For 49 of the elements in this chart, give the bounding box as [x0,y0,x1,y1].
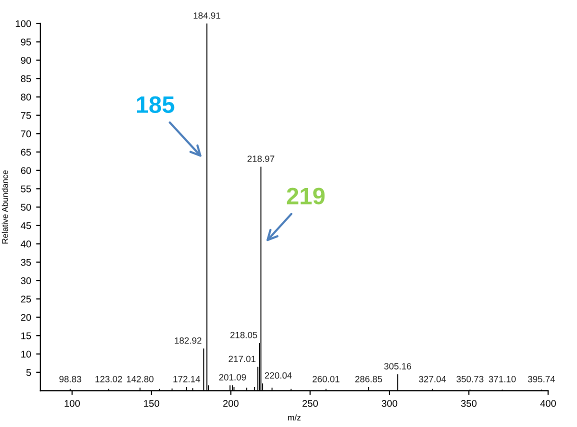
y-tick-label: 45 [20,222,31,230]
y-tick-label: 60 [21,167,31,174]
annotation: 184.91 [194,12,220,19]
annotation: 217.01 [228,356,256,362]
annotation: 260.01 [312,376,340,382]
y-tick-label: 25 [21,296,31,303]
x-tick-label: 100 [64,400,80,407]
y-tick-label: 30 [20,277,31,284]
annotation: 123.02 [96,376,122,382]
x-tick-label: 250 [302,400,318,407]
x-axis-title: m/z [288,414,301,420]
y-tick-label: 40 [20,240,31,248]
y-tick-label: 70 [21,130,31,138]
annotation: 185 [137,96,174,114]
annotation: 350.73 [456,376,484,382]
annotation: 172.14 [173,376,200,382]
x-tick-label: 300 [382,400,398,407]
y-tick-label: 55 [20,186,31,192]
y-tick-label: 50 [20,204,31,211]
x-tick-label: 200 [223,400,239,407]
y-tick-label: 85 [20,75,31,82]
x-tick-label: 400 [540,400,556,407]
annotation: 182.92 [174,337,202,344]
y-axis-title: Relative Abundance [2,170,8,244]
annotation: 98.83 [59,376,82,382]
y-tick-label: 65 [21,148,31,156]
x-tick-label: 350 [461,400,477,407]
annotation: 219 [286,188,325,204]
annotation: 305.16 [384,363,412,370]
annotation: 371.10 [488,376,516,382]
y-tick-label: 35 [20,258,31,266]
y-tick-label: 15 [21,332,31,340]
annotation: 327.04 [418,376,446,382]
annotation: 395.74 [528,376,555,382]
annotation: 286.85 [355,376,382,382]
y-tick-label: 95 [21,38,31,46]
annotation: 142.80 [126,376,154,382]
annotation: 220.04 [264,372,292,379]
annotation: 218.97 [248,156,274,162]
y-tick-label: 75 [21,112,31,119]
annotation: 218.05 [230,332,258,338]
y-tick-label: 10 [21,350,31,358]
y-tick-label: 100 [16,20,31,28]
annotation: 201.09 [219,374,246,380]
x-tick-label: 150 [144,400,160,407]
y-tick-label: 80 [20,94,31,101]
y-tick-label: 20 [21,314,31,321]
y-tick-label: 90 [21,56,31,64]
y-tick-label: 5 [26,369,31,376]
